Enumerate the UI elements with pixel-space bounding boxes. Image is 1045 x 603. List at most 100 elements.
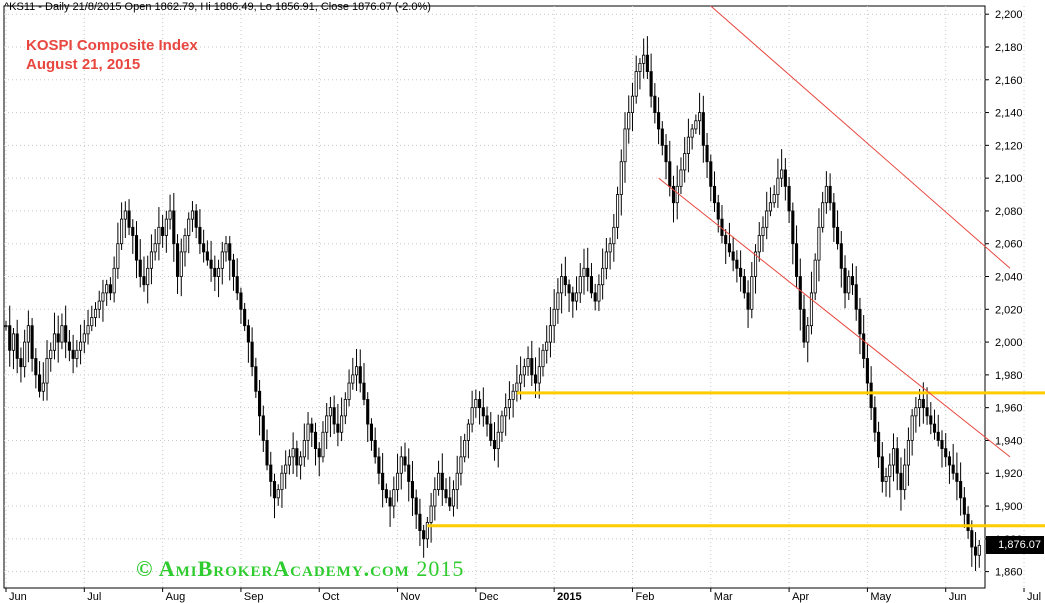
- candle-body: [873, 407, 877, 433]
- candle-body: [832, 202, 836, 228]
- x-tick-label: Mar: [714, 591, 733, 603]
- candle-body: [843, 267, 847, 294]
- candle-body: [936, 431, 940, 441]
- candle-body: [880, 456, 884, 482]
- candle-body: [616, 194, 620, 228]
- candle-body: [116, 243, 120, 269]
- candle-body: [671, 185, 676, 204]
- candle-body: [578, 276, 582, 294]
- candle-body: [71, 349, 75, 359]
- x-axis: Jun Jul Aug Sep Oct Nov Dec 2015 Feb Mar Apr May Jun…: [5, 588, 1041, 603]
- candle-body: [821, 202, 825, 228]
- candle-body: [93, 308, 98, 318]
- candle-body: [332, 407, 336, 425]
- candle-body: [645, 54, 649, 72]
- candle-body: [877, 431, 881, 458]
- candle-body: [306, 423, 310, 441]
- candle-body: [668, 161, 672, 187]
- y-tick-label: 2,140: [995, 108, 1023, 120]
- grid-layer: [3, 5, 1025, 589]
- candle-body: [216, 267, 221, 277]
- candle-body: [49, 349, 53, 359]
- candle-body: [399, 456, 403, 474]
- candle-body: [67, 341, 71, 351]
- y-tick-label: 1,940: [995, 435, 1023, 447]
- candle-body: [824, 185, 828, 204]
- candle-body: [254, 366, 258, 392]
- candle-body: [250, 341, 254, 368]
- candle-body: [623, 128, 627, 163]
- candle-body: [295, 448, 299, 466]
- candle-body: [724, 235, 728, 245]
- candle-body: [780, 169, 784, 179]
- candle-body: [966, 513, 970, 532]
- candle-body: [761, 226, 765, 236]
- candle-body: [858, 308, 862, 335]
- candle-body: [712, 185, 717, 204]
- candle-body: [470, 407, 474, 425]
- candle-body: [392, 489, 396, 507]
- y-tick-label: 2,000: [995, 337, 1023, 349]
- candle-body: [862, 333, 866, 359]
- candle-body: [914, 407, 918, 417]
- chart-date: August 21, 2015: [26, 56, 141, 73]
- candle-body: [75, 349, 79, 359]
- x-tick-label: Jun: [9, 591, 27, 603]
- candle-body: [157, 226, 161, 245]
- candle-body: [381, 472, 385, 491]
- candle-body: [791, 210, 795, 245]
- candle-body: [276, 489, 280, 499]
- candle-body: [552, 308, 556, 327]
- candle-body: [101, 292, 105, 302]
- candle-body: [962, 497, 966, 515]
- y-tick-label: 1,980: [995, 370, 1023, 382]
- candle-body: [153, 243, 157, 253]
- candle-body: [362, 382, 366, 400]
- candle-body: [4, 325, 8, 328]
- candle-body: [597, 284, 601, 302]
- candle-body: [243, 308, 247, 327]
- candle-body: [90, 317, 94, 327]
- candle-body: [753, 251, 758, 277]
- candle-body: [134, 235, 139, 261]
- candle-body: [683, 153, 687, 171]
- candle-body: [567, 284, 571, 294]
- candle-body: [23, 341, 27, 368]
- candle-body: [414, 497, 418, 515]
- candle-body: [38, 374, 42, 392]
- y-tick-label: 2,020: [995, 304, 1023, 316]
- channel-line: [658, 177, 1011, 458]
- candle-body: [224, 243, 228, 253]
- y-tick-label: 2,080: [995, 206, 1023, 218]
- candle-body: [806, 325, 810, 343]
- candle-body: [772, 194, 776, 204]
- candle-body: [560, 276, 564, 294]
- candle-body: [377, 456, 381, 474]
- candle-body: [657, 112, 661, 130]
- candle-body: [910, 415, 914, 441]
- candle-body: [571, 292, 575, 302]
- y-tick-label: 2,120: [995, 140, 1023, 152]
- candle-body: [660, 128, 664, 146]
- candle-body: [105, 284, 109, 294]
- candle-body: [97, 300, 101, 310]
- candle-body: [108, 284, 112, 294]
- candle-body: [26, 325, 30, 343]
- candle-body: [164, 218, 168, 236]
- candle-body: [440, 472, 444, 491]
- candle-body: [496, 431, 500, 450]
- candle-body: [802, 308, 806, 343]
- y-axis: 1,8601,8801,9001,9201,9401,9601,9802,000…: [985, 9, 1023, 579]
- candle-body: [836, 226, 840, 245]
- candle-body: [932, 423, 937, 433]
- x-tick-label: 2015: [557, 591, 581, 603]
- candle-body: [694, 120, 698, 130]
- candle-body: [313, 431, 318, 450]
- candle-body: [410, 481, 415, 499]
- candle-body: [813, 259, 817, 294]
- candle-body: [705, 144, 709, 163]
- candle-body: [750, 276, 754, 310]
- candle-body: [64, 325, 68, 343]
- candle-body: [929, 415, 933, 425]
